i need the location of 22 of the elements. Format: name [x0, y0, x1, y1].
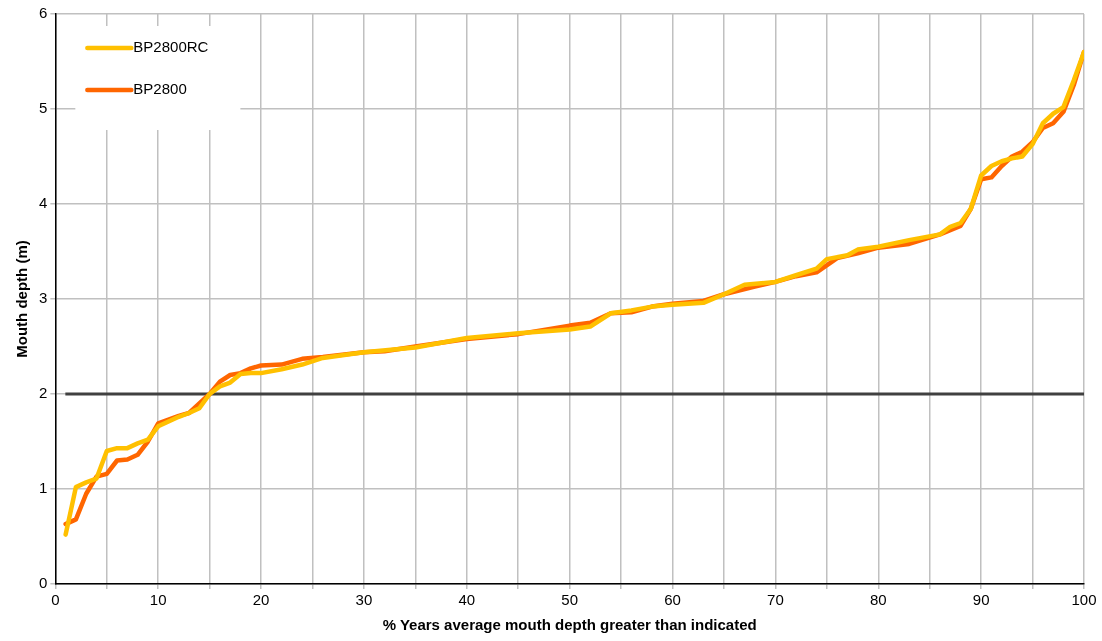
x-tick-label: 70 [767, 591, 784, 609]
x-tick-label: 40 [458, 591, 476, 609]
y-tick-label: 6 [39, 4, 48, 22]
legend-label: BP2800 [133, 80, 187, 98]
x-tick-label: 80 [869, 591, 887, 609]
y-tick-label: 5 [39, 99, 48, 117]
x-tick-label: 20 [252, 591, 270, 609]
y-tick-label: 3 [39, 289, 48, 307]
x-tick-label: 90 [972, 591, 990, 609]
y-tick-label: 4 [39, 194, 48, 212]
x-tick-label: 30 [355, 591, 373, 609]
y-tick-label: 0 [39, 574, 48, 592]
y-tick-label: 1 [39, 479, 48, 497]
x-tick-label: 100 [1071, 591, 1097, 609]
y-tick-label: 2 [39, 384, 48, 402]
y-axis-title: Mouth depth (m) [13, 240, 31, 358]
legend-label: BP2800RC [133, 38, 209, 56]
x-tick-label: 50 [561, 591, 579, 609]
x-tick-label: 10 [149, 591, 167, 609]
x-tick-label: 0 [51, 591, 60, 609]
x-tick-label: 60 [664, 591, 681, 609]
x-axis-title: % Years average mouth depth greater than indicated [382, 616, 757, 634]
